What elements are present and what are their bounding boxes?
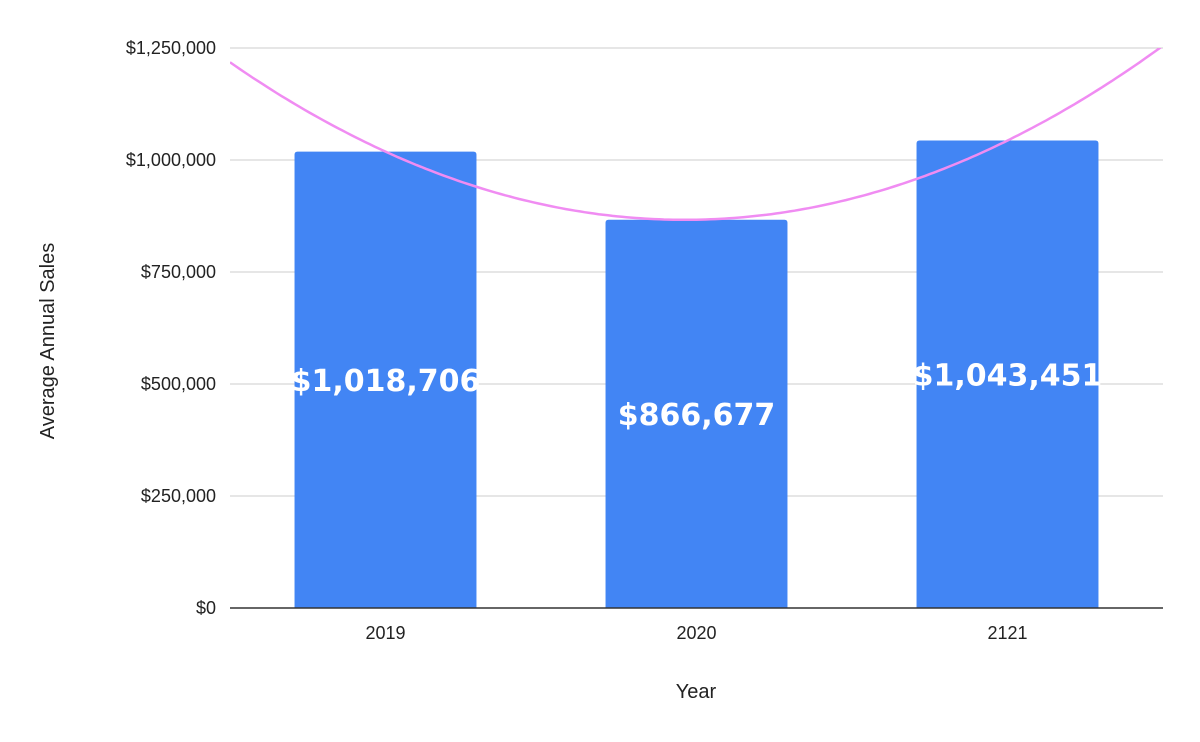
trendline (230, 48, 1162, 222)
y-tick-label: $250,000 (141, 486, 216, 506)
x-axis-ticks: 2019 2020 2121 (365, 623, 1027, 643)
bar (916, 140, 1099, 609)
y-tick-label: $750,000 (141, 262, 216, 282)
data-label: $866,677 (618, 398, 776, 433)
data-label: $1,018,706 (291, 364, 481, 399)
y-axis-title: Average Annual Sales (37, 243, 59, 439)
bar (294, 151, 477, 609)
x-axis-title: Year (676, 681, 717, 703)
y-tick-label: $0 (196, 598, 216, 618)
y-axis-ticks: $0 $250,000 $500,000 $750,000 $1,000,000 $1,2… (126, 38, 216, 618)
y-tick-label: $500,000 (141, 374, 216, 394)
x-tick-label: 2019 (365, 623, 405, 643)
y-tick-label: $1,000,000 (126, 150, 216, 170)
data-label: $1,043,451 (913, 358, 1103, 393)
y-tick-label: $1,250,000 (126, 38, 216, 58)
data-labels: $1,018,706 $866,677 $1,043,451 (291, 358, 1103, 433)
bars (294, 140, 1099, 609)
x-tick-label: 2121 (987, 623, 1027, 643)
trendline-path (230, 48, 1162, 222)
bar (605, 219, 788, 608)
x-tick-label: 2020 (676, 623, 716, 643)
